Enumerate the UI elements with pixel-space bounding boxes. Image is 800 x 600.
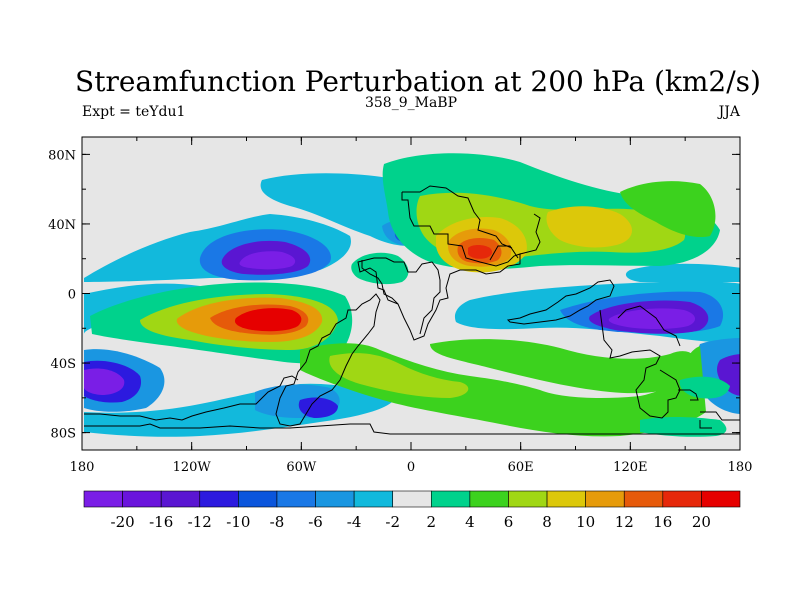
colorbar-swatch xyxy=(392,490,432,508)
y-axis: 80N 40N 0 40S 80S xyxy=(48,148,740,442)
positive-regions xyxy=(90,153,730,437)
colorbar-swatch xyxy=(469,490,509,508)
colorbar-swatch xyxy=(315,490,355,508)
y-tick-label: 0 xyxy=(68,288,76,303)
colorbar-swatch xyxy=(662,490,702,508)
south-atlantic-blue xyxy=(298,397,338,418)
south-pacific-green xyxy=(640,417,727,437)
x-tick-label: 60W xyxy=(286,460,317,475)
south-pacific-low-core xyxy=(84,368,125,395)
colorbar-swatch xyxy=(353,490,394,508)
indian-ocean-south-green xyxy=(430,339,697,394)
contour-fill xyxy=(84,153,740,437)
colorbar-label: -2 xyxy=(385,513,400,531)
tropics-lightgreen xyxy=(329,353,469,398)
colorbar-swatch xyxy=(199,490,239,508)
y-tick-label: 80S xyxy=(51,427,76,442)
right-subtitle: JJA xyxy=(717,104,741,120)
south-america-core xyxy=(234,308,302,332)
y-tick-label: 40N xyxy=(48,218,76,233)
colorbar-swatch xyxy=(585,490,625,508)
colorbar-label: -6 xyxy=(308,513,323,531)
colorbar-swatch xyxy=(160,490,201,508)
coastline-central-america xyxy=(361,260,399,305)
colorbar-swatch xyxy=(508,490,548,508)
south-pacific-east-low xyxy=(717,354,740,396)
colorbar-swatch xyxy=(623,490,664,508)
eastern-pacific-cyan-green xyxy=(679,376,730,399)
coastline-antarctica-east xyxy=(699,411,740,429)
x-tick-label: 180 xyxy=(70,460,95,475)
left-subtitle: Expt = teYdu1 xyxy=(82,104,185,120)
colorbar-label: -20 xyxy=(111,513,135,531)
colorbar-swatch xyxy=(430,490,471,508)
colorbar-label: 8 xyxy=(542,513,552,531)
x-tick-label: 0 xyxy=(407,460,415,475)
coastlines xyxy=(84,185,740,435)
x-tick-label: 120W xyxy=(173,460,212,475)
colorbar-label: 20 xyxy=(692,513,711,531)
y-tick-label: 80N xyxy=(48,148,76,163)
east-asia-cyan xyxy=(625,263,740,282)
colorbar-label: -8 xyxy=(270,513,285,531)
colorbar-label: 2 xyxy=(427,513,437,531)
colorbar-swatch xyxy=(701,490,741,508)
coastline-nz xyxy=(678,389,699,401)
coastline-maritime xyxy=(599,309,681,419)
indian-ocean-core xyxy=(608,308,696,329)
north-pacific-center xyxy=(239,251,296,270)
northwest-pacific-green xyxy=(620,181,716,238)
coastline-antarctica xyxy=(84,375,740,435)
x-tick-label: 60E xyxy=(508,460,534,475)
coastline-africa-europe xyxy=(357,192,521,341)
colorbar-label: -12 xyxy=(188,513,212,531)
coastline-europe-north xyxy=(402,185,513,249)
coastline-americas xyxy=(275,293,381,427)
colorbar-label: 16 xyxy=(653,513,672,531)
colorbar-label: 10 xyxy=(576,513,595,531)
center-subtitle: 358_9_MaBP xyxy=(365,95,457,111)
y-tick-label: 40S xyxy=(51,357,76,372)
colorbar: -20 -16 -12 -10 -8 -6 -4 -2 2 4 6 8 10 12 16 20 xyxy=(83,490,741,531)
colorbar-swatch xyxy=(83,490,123,508)
coastline-australia xyxy=(617,305,681,347)
colorbar-swatch xyxy=(122,490,162,508)
x-tick-label: 180 xyxy=(728,460,753,475)
colorbar-label: 6 xyxy=(504,513,514,531)
chart-title: Streamfunction Perturbation at 200 hPa (… xyxy=(75,65,761,98)
colorbar-label: 12 xyxy=(615,513,634,531)
coastline-south-asia xyxy=(506,279,615,325)
colorbar-swatch xyxy=(238,490,278,508)
colorbar-label: -4 xyxy=(347,513,362,531)
north-blob-yellow xyxy=(546,206,632,248)
middle-east-core xyxy=(468,245,493,259)
x-tick-label: 120E xyxy=(613,460,647,475)
x-axis: 180 120W 60W 0 60E 120E 180 xyxy=(70,137,753,475)
colorbar-label: -10 xyxy=(226,513,250,531)
colorbar-swatch xyxy=(276,490,316,508)
colorbar-label: 4 xyxy=(465,513,475,531)
colorbar-label: -16 xyxy=(149,513,173,531)
colorbar-swatch xyxy=(546,490,586,508)
coastline-asia xyxy=(489,213,541,261)
